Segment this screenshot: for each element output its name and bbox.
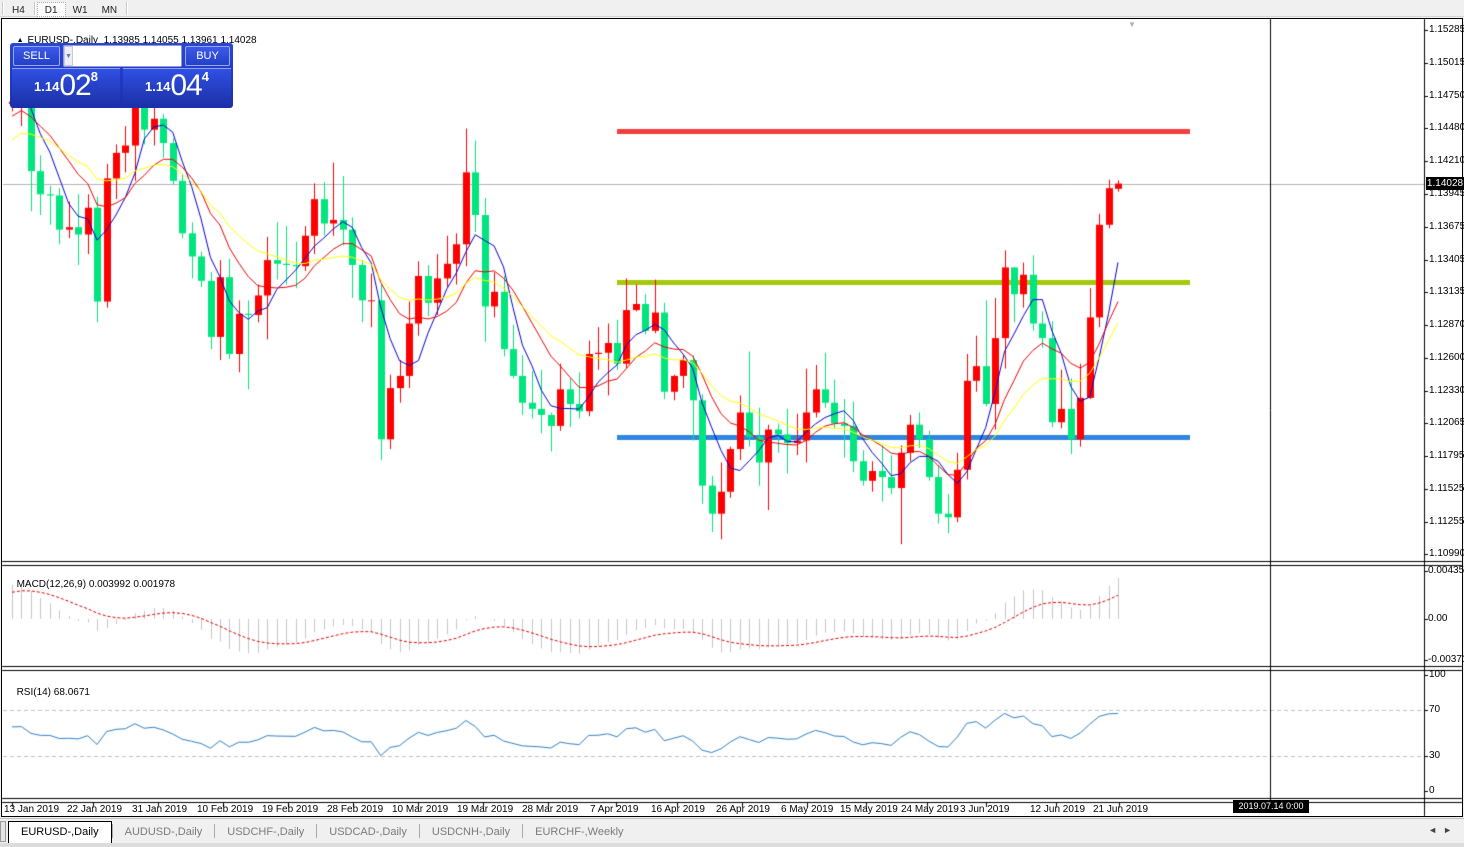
tab-separator [111,823,113,838]
sell-price-display[interactable]: 1.14028 [12,68,120,106]
rsi-name: RSI(14) [16,687,52,698]
time-axis-label: 22 Jan 2019 [67,804,123,815]
time-axis-label: 24 May 2019 [901,804,959,815]
price-axis-tick: 1.11795 [1429,449,1464,461]
time-axis-label: 13 Jan 2019 [4,804,60,815]
price-axis-tick: 1.12330 [1429,384,1464,396]
buy-price-sup: 4 [201,69,209,84]
current-price-badge: 1.14028 [1426,177,1464,190]
timeframe-button-d1[interactable]: D1 [36,2,66,17]
chart-tab-audusddaily[interactable]: AUDUSD-,Daily [124,826,203,838]
chart-title: ▲ EURUSD-,Daily 1.13985 1.14055 1.13961 1… [11,24,257,46]
lot-size-input[interactable] [72,46,181,66]
macd-axis-tick: 0.004359 [1428,565,1464,577]
macd-main-value: 0.003992 [88,579,131,590]
rsi-axis-tick: 100 [1429,669,1446,680]
time-axis-label: 7 Apr 2019 [590,804,639,815]
macd-label: MACD(12,26,9) 0.003992 0.001978 [11,568,175,590]
price-axis-tick: 1.12065 [1429,416,1464,428]
ohlc-open: 1.13985 [103,35,140,46]
price-axis-tick: 1.13945 [1429,187,1464,199]
time-axis-label: 12 Jun 2019 [1030,804,1086,815]
tab-scroll-left-icon[interactable]: ◄ [1428,825,1444,835]
price-axis-tick: 1.14750 [1429,89,1464,101]
macd-signal-value: 0.001978 [133,579,176,590]
buy-button[interactable]: BUY [185,46,230,66]
chart-tab-usdcnhdaily[interactable]: USDCNH-,Daily [431,826,511,838]
price-axis-tick: 1.10990 [1429,547,1464,559]
time-axis-label: 16 Apr 2019 [651,804,705,815]
ohlc-close: 1.14028 [220,35,257,46]
rsi-value: 68.0671 [53,687,90,698]
price-axis-tick: 1.15015 [1429,57,1464,69]
price-axis-tick: 1.14210 [1429,155,1464,167]
rsi-axis-tick: 0 [1429,784,1435,796]
price-axis-tick: 1.15285 [1429,24,1464,36]
chart-tab-eurusddaily[interactable]: EURUSD-,Daily [8,821,112,843]
tab-separator [522,823,524,838]
sell-button[interactable]: SELL [13,46,60,66]
price-axis-tick: 1.11255 [1429,515,1464,527]
time-axis-label: 3 Jun 2019 [960,804,1010,815]
time-axis-label: 15 May 2019 [840,804,898,815]
chart-tab-usdcaddaily[interactable]: USDCAD-,Daily [329,826,407,838]
buy-price-big: 04 [170,69,202,102]
timeframe-button-w1[interactable]: W1 [72,5,88,16]
tab-separator [418,823,420,838]
sell-price-big: 02 [59,69,91,102]
tab-scroll-right-icon[interactable]: ► [1443,825,1458,835]
lot-decrease-button[interactable]: ▼ [64,46,73,66]
time-axis-label: 28 Feb 2019 [327,804,384,815]
chart-tab-bar: EURUSD-,Daily AUDUSD-,Daily USDCHF-,Daily U… [0,818,1464,843]
rsi-label: RSI(14) 68.0671 [11,676,90,698]
price-axis-tick: 1.13135 [1429,286,1464,298]
time-axis-label: 6 May 2019 [781,804,834,815]
collapse-panel-icon[interactable]: ▲ [16,37,24,44]
buy-price-display[interactable]: 1.14044 [123,68,231,106]
price-axis-tick: 1.14480 [1429,122,1464,134]
tab-separator [316,823,318,838]
time-axis-label: 28 Mar 2019 [522,804,579,815]
macd-name: MACD(12,26,9) [16,579,87,590]
buy-price-prefix: 1.14 [145,79,171,94]
price-axis-tick: 1.13405 [1429,253,1464,265]
horizontal-scrollbar[interactable] [0,843,1464,847]
sell-price-prefix: 1.14 [34,79,60,94]
one-click-trading-panel: SELL ▼ ▲ BUY 1.14028 1.14044 [10,43,233,108]
timeframe-toolbar: H4 D1 W1 MN [0,0,1464,17]
time-axis-label: 10 Mar 2019 [392,804,449,815]
chart-shift-marker-icon[interactable]: ▼ [1128,20,1136,29]
time-axis-label: 26 Apr 2019 [716,804,770,815]
price-axis-tick: 1.12600 [1429,351,1464,363]
price-axis-tick: 1.12870 [1429,318,1464,330]
chart-tab-usdchfdaily[interactable]: USDCHF-,Daily [227,826,305,838]
ohlc-low: 1.13961 [181,35,218,46]
tab-strip-edge [0,821,6,842]
time-axis-label: 19 Feb 2019 [262,804,319,815]
time-axis-label: 31 Jan 2019 [132,804,188,815]
price-axis-tick: 1.11525 [1429,482,1464,494]
vertical-line-date-badge: 2019.07.14 0:00 [1233,800,1309,813]
sell-price-sup: 8 [90,69,98,84]
symbol-timeframe-label: EURUSD-,Daily [27,35,99,46]
tab-separator [214,823,216,838]
time-axis-label: 10 Feb 2019 [197,804,254,815]
time-axis-label: 21 Jun 2019 [1093,804,1149,815]
rsi-axis-tick: 70 [1429,703,1441,715]
macd-axis-tick: 0.00 [1428,613,1448,624]
chart-tab-eurchfweekly[interactable]: EURCHF-,Weekly [535,826,624,838]
lot-size-box: ▼ ▲ [63,45,182,67]
price-axis-tick: 1.13675 [1429,220,1464,232]
time-axis-label: 19 Mar 2019 [457,804,514,815]
tab-scroll-arrows[interactable]: ◄► [1428,825,1458,835]
timeframe-button-mn[interactable]: MN [101,5,118,16]
ohlc-high: 1.14055 [142,35,179,46]
rsi-axis-tick: 30 [1429,749,1441,761]
timeframe-button-h4[interactable]: H4 [12,5,25,16]
macd-axis-tick: -0.00371 [1428,653,1464,665]
